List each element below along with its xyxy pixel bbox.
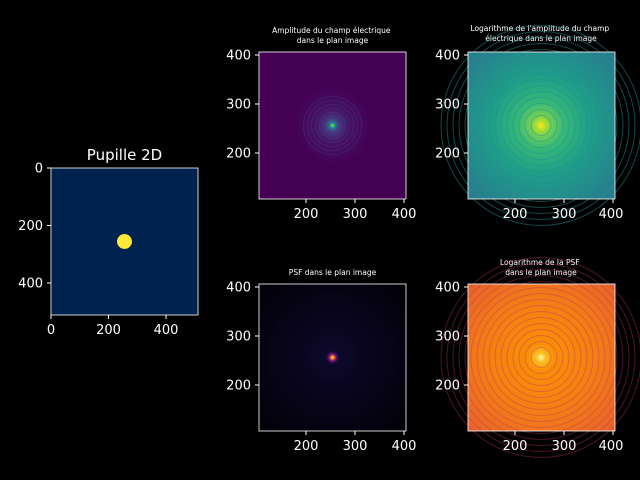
psf-y-ticks: 200 300 400 <box>226 281 259 394</box>
psf-xtick-label: 300 <box>343 439 368 454</box>
log-psf-ytick-label: 300 <box>435 330 460 345</box>
pupil-ytick-label: 0 <box>35 162 43 177</box>
log-psf-xtick-label: 300 <box>552 439 577 454</box>
log-amplitude-ytick-label: 300 <box>435 98 460 113</box>
psf-image <box>259 284 406 431</box>
amplitude-title-line2: dans le plan image <box>297 36 369 45</box>
pupil-disk <box>117 234 132 249</box>
pupil-xtick-label: 0 <box>47 323 55 338</box>
log-psf-x-ticks: 200 300 400 <box>503 431 624 454</box>
amplitude-rings <box>303 96 362 155</box>
log-psf-y-ticks: 200 300 400 <box>435 281 468 394</box>
psf-x-ticks: 200 300 400 <box>294 431 417 454</box>
log-amplitude-frame <box>467 51 616 200</box>
log-amplitude-y-ticks: 200 300 400 <box>435 49 468 162</box>
log-amplitude-subplot: Logarithme de l'amplitude du champ élect… <box>435 24 640 226</box>
log-psf-xtick-label: 200 <box>503 439 528 454</box>
psf-subplot: PSF dans le plan image 200 300 400 200 3… <box>226 268 416 454</box>
psf-title: PSF dans le plan image <box>289 268 377 277</box>
amplitude-xtick-label: 400 <box>392 207 417 222</box>
log-psf-rings <box>440 257 640 458</box>
log-amplitude-rings <box>440 25 640 226</box>
amplitude-title: Amplitude du champ électrique dans le pl… <box>272 26 393 45</box>
psf-xtick-label: 400 <box>392 439 417 454</box>
psf-ytick-label: 400 <box>226 281 251 296</box>
amplitude-ytick-label: 300 <box>226 98 251 113</box>
log-amplitude-ytick-label: 400 <box>435 49 460 64</box>
pupil-subplot: Pupille 2D 0 200 400 0 200 400 <box>18 146 199 338</box>
log-amplitude-x-ticks: 200 300 400 <box>503 199 624 222</box>
amplitude-ytick-label: 400 <box>226 49 251 64</box>
log-psf-xtick-label: 400 <box>599 439 624 454</box>
amplitude-ytick-label: 200 <box>226 147 251 162</box>
pupil-x-ticks: 0 200 400 <box>47 315 179 338</box>
log-amplitude-title-line1: Logarithme de l'amplitude du champ <box>470 24 609 33</box>
amplitude-subplot: Amplitude du champ électrique dans le pl… <box>226 26 416 222</box>
amplitude-frame <box>258 51 407 200</box>
log-psf-title: Logarithme de la PSF dans le plan image <box>500 258 582 277</box>
pupil-title: Pupille 2D <box>87 146 162 164</box>
pupil-xtick-label: 400 <box>154 323 179 338</box>
pupil-xtick-label: 200 <box>96 323 121 338</box>
psf-ytick-label: 200 <box>226 379 251 394</box>
log-amplitude-ytick-label: 200 <box>435 147 460 162</box>
log-amplitude-xtick-label: 400 <box>599 207 624 222</box>
log-psf-title-line2: dans le plan image <box>505 268 577 277</box>
log-psf-frame <box>467 283 616 432</box>
log-amplitude-title-line2: électrique dans le plan image <box>485 34 597 43</box>
amplitude-y-ticks: 200 300 400 <box>226 49 259 162</box>
log-amplitude-title: Logarithme de l'amplitude du champ élect… <box>470 24 611 43</box>
psf-xtick-label: 200 <box>294 439 319 454</box>
log-psf-title-line1: Logarithme de la PSF <box>500 258 580 267</box>
amplitude-x-ticks: 200 300 400 <box>294 199 417 222</box>
psf-frame <box>258 283 407 432</box>
log-amplitude-xtick-label: 200 <box>503 207 528 222</box>
amplitude-xtick-label: 200 <box>294 207 319 222</box>
log-psf-image <box>468 284 615 431</box>
log-psf-subplot: Logarithme de la PSF dans le plan image … <box>435 257 640 458</box>
pupil-ytick-label: 400 <box>18 277 43 292</box>
amplitude-xtick-label: 300 <box>343 207 368 222</box>
pupil-y-ticks: 0 200 400 <box>18 162 51 292</box>
amplitude-image <box>259 52 406 199</box>
log-psf-ytick-label: 200 <box>435 379 460 394</box>
log-psf-ytick-label: 400 <box>435 281 460 296</box>
amplitude-title-line1: Amplitude du champ électrique <box>272 26 391 35</box>
pupil-frame <box>50 167 199 316</box>
log-amplitude-xtick-label: 300 <box>552 207 577 222</box>
pupil-ytick-label: 200 <box>18 219 43 234</box>
psf-ytick-label: 300 <box>226 330 251 345</box>
